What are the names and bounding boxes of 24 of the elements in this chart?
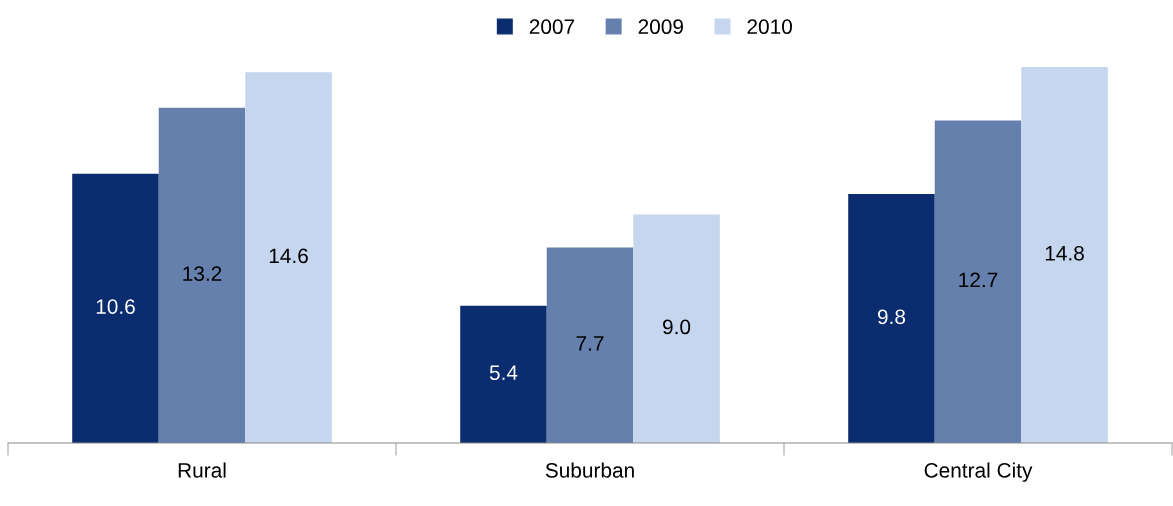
data-label: 5.4 <box>489 365 518 381</box>
data-label: 9.8 <box>877 309 906 325</box>
data-label: 14.8 <box>1045 245 1084 261</box>
bar <box>633 214 720 443</box>
data-label: 9.0 <box>663 319 691 335</box>
legend-label: 2010 <box>747 19 792 35</box>
x-tick-label: Central City <box>924 462 1033 482</box>
data-label: 10.6 <box>96 299 135 314</box>
bar <box>848 194 935 443</box>
bar <box>158 107 246 443</box>
x-tick-label: Rural <box>178 462 226 478</box>
bar <box>934 120 1022 443</box>
data-label: 12.7 <box>959 272 998 288</box>
data-label: 13.2 <box>183 266 222 281</box>
bar <box>245 72 332 443</box>
bar <box>546 247 634 443</box>
data-label: 7.7 <box>576 336 604 351</box>
x-tick-label: Suburban <box>545 462 634 478</box>
legend-label: 2007 <box>529 19 575 35</box>
data-label: 14.6 <box>269 248 308 264</box>
bar <box>460 305 547 443</box>
bar <box>72 173 159 443</box>
bar <box>1021 67 1108 443</box>
legend-label: 2009 <box>638 19 683 35</box>
